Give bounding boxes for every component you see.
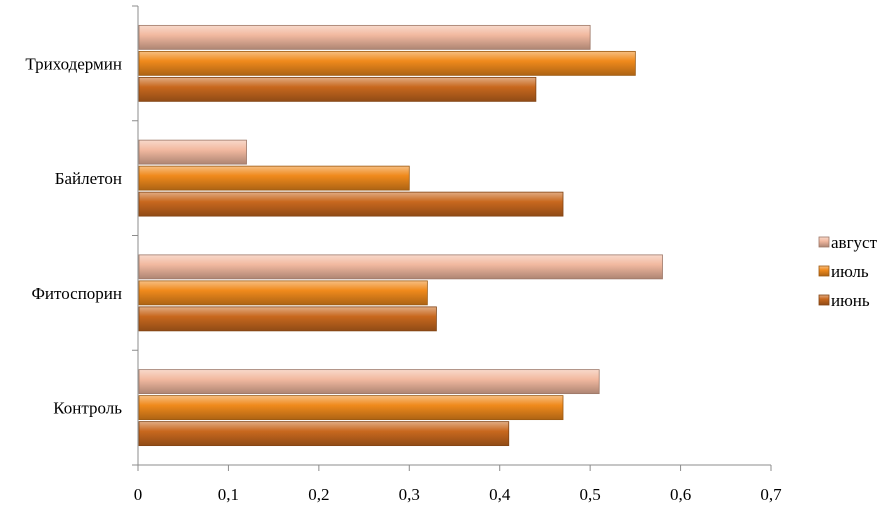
bar-август-Триходермин xyxy=(138,24,591,50)
bar-август-Контроль xyxy=(138,369,600,395)
bar-июнь-Фитоспорин xyxy=(138,306,437,332)
x-tick-label: 0,5 xyxy=(580,485,601,504)
bars-group xyxy=(138,24,663,447)
x-tick-label: 0,2 xyxy=(308,485,329,504)
category-labels: Контроль Фитоспорин Байлетон Триходермин xyxy=(25,54,122,417)
bar-июль-Фитоспорин xyxy=(138,280,428,306)
category-label: Байлетон xyxy=(55,169,122,188)
x-tick-label: 0 xyxy=(134,485,143,504)
legend: август июль июнь xyxy=(818,233,878,310)
bar-июль-Контроль xyxy=(138,395,564,421)
bar-июнь-Триходермин xyxy=(138,76,537,102)
legend-swatch-июль xyxy=(818,265,830,277)
legend-label: август xyxy=(831,233,878,252)
legend-swatch-август xyxy=(818,236,830,248)
axes-group xyxy=(132,5,772,471)
bar-август-Фитоспорин xyxy=(138,254,663,280)
x-tick-label: 0,1 xyxy=(218,485,239,504)
bar-июнь-Байлетон xyxy=(138,191,564,217)
tick-labels: 0 0,1 0,2 0,3 0,4 0,5 0,6 0,7 xyxy=(134,485,782,504)
x-tick-label: 0,6 xyxy=(670,485,691,504)
legend-label: июль xyxy=(831,262,869,281)
bar-июль-Байлетон xyxy=(138,165,410,191)
bar-июль-Триходермин xyxy=(138,50,636,76)
legend-swatch-июнь xyxy=(818,294,830,306)
bar-август-Байлетон xyxy=(138,139,247,165)
bar-июнь-Контроль xyxy=(138,421,510,447)
legend-label: июнь xyxy=(831,291,870,310)
category-label: Контроль xyxy=(53,399,122,418)
category-label: Триходермин xyxy=(25,54,122,73)
x-tick-label: 0,4 xyxy=(489,485,511,504)
x-tick-label: 0,7 xyxy=(760,485,782,504)
x-tick-label: 0,3 xyxy=(399,485,420,504)
category-label: Фитоспорин xyxy=(32,284,123,303)
